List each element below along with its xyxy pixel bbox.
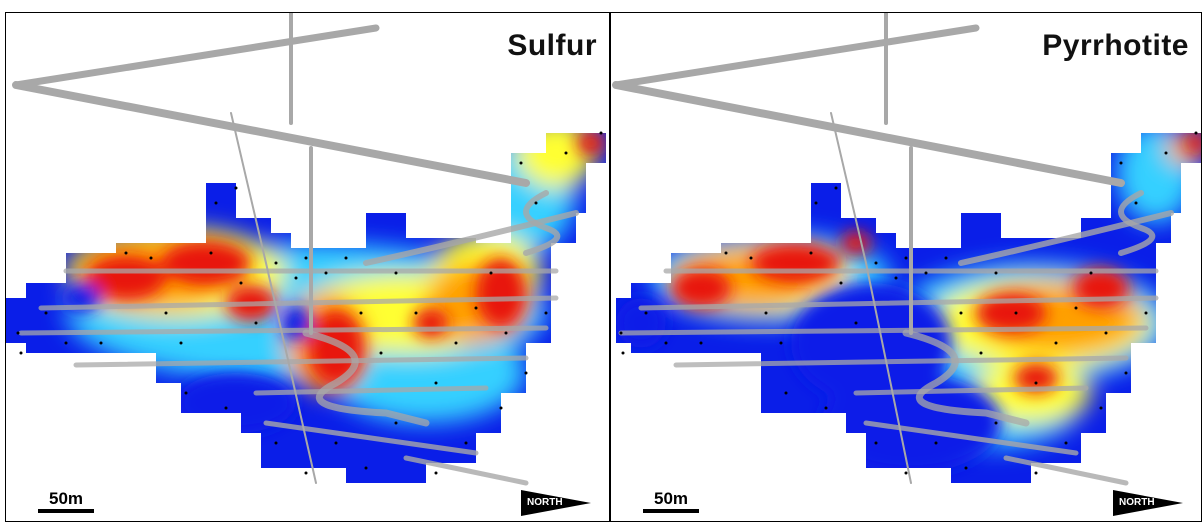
sulfur-map-panel: Sulfur 50m NORTH <box>5 12 610 522</box>
scale-label: 50m <box>653 489 689 508</box>
north-label: NORTH <box>1119 497 1155 508</box>
sulfur-sample-points <box>16 131 603 475</box>
north-arrow-icon: NORTH <box>1113 490 1183 516</box>
pyrrhotite-sample-points <box>619 131 1198 475</box>
sulfur-heatmap <box>6 13 606 486</box>
pyrrhotite-map-panel: Pyrrhotite 50m NORTH <box>610 12 1202 522</box>
scale-bar-line <box>643 509 699 513</box>
north-label: NORTH <box>527 497 563 508</box>
scale-bar-line <box>38 509 94 513</box>
pyrrhotite-heatmap <box>612 13 1201 486</box>
panel-title-pyrrhotite: Pyrrhotite <box>1042 29 1189 62</box>
panel-title-sulfur: Sulfur <box>507 29 597 62</box>
scale-bar: 50m <box>641 489 701 513</box>
north-arrow-icon: NORTH <box>521 490 591 516</box>
pyrrhotite-mine-workings <box>612 13 1174 486</box>
scale-label: 50m <box>48 489 84 508</box>
sulfur-mine-workings <box>12 13 579 486</box>
scale-bar: 50m <box>36 489 96 513</box>
